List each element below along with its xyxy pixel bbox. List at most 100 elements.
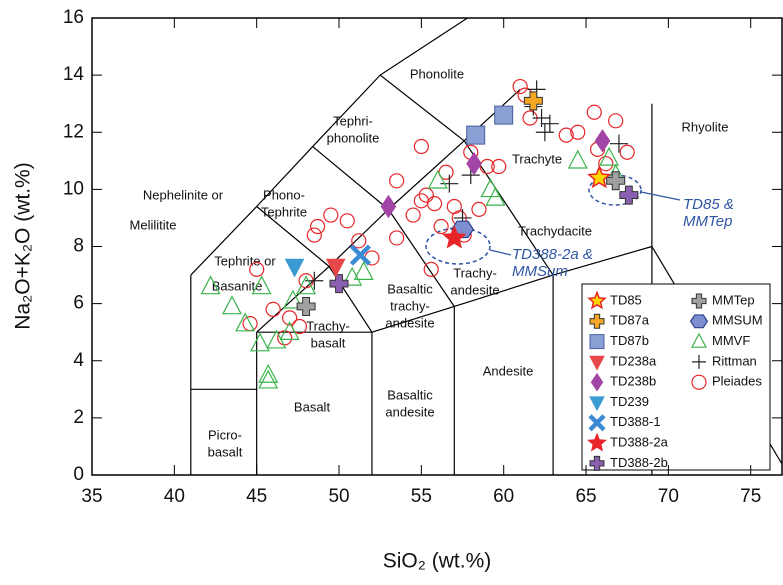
field-label: Trachydacite bbox=[518, 223, 592, 238]
marker bbox=[349, 244, 372, 266]
marker bbox=[221, 295, 242, 315]
field-boundary bbox=[256, 206, 330, 267]
marker bbox=[249, 261, 265, 277]
marker bbox=[480, 178, 501, 198]
legend-marker bbox=[691, 332, 707, 348]
marker bbox=[523, 91, 543, 111]
x-tick-label: 75 bbox=[740, 486, 761, 507]
x-tick-label: 35 bbox=[81, 486, 102, 507]
marker bbox=[258, 369, 279, 389]
legend-label: TD85 bbox=[610, 292, 642, 307]
legend-marker bbox=[589, 355, 605, 371]
legend-marker bbox=[691, 374, 707, 390]
marker bbox=[353, 261, 374, 281]
x-tick-label: 60 bbox=[493, 486, 514, 507]
field-boundary bbox=[190, 74, 381, 276]
legend bbox=[581, 283, 771, 471]
marker bbox=[535, 123, 554, 142]
marker bbox=[265, 301, 281, 317]
field-label: Trachy- bbox=[306, 318, 350, 333]
marker bbox=[485, 186, 506, 206]
legend-label: TD238a bbox=[610, 353, 657, 368]
field-label: Basanite bbox=[212, 278, 263, 293]
marker bbox=[418, 187, 434, 203]
legend-marker bbox=[587, 432, 607, 452]
marker bbox=[405, 207, 421, 223]
marker bbox=[587, 165, 612, 189]
y-tick-label: 4 bbox=[73, 350, 84, 371]
arrow bbox=[640, 191, 681, 201]
field-label: Phono- bbox=[263, 187, 305, 202]
y-axis-label: Na₂O+K₂O (wt.%) bbox=[12, 162, 35, 329]
field-label: Phonolite bbox=[410, 66, 464, 81]
marker bbox=[494, 105, 514, 125]
y-tick-label: 10 bbox=[63, 178, 84, 199]
marker bbox=[426, 196, 443, 212]
annotation: TD85 & bbox=[683, 196, 734, 213]
marker bbox=[558, 127, 574, 143]
marker bbox=[258, 363, 279, 383]
marker bbox=[413, 138, 429, 155]
marker bbox=[619, 185, 639, 205]
field-boundary bbox=[387, 209, 455, 307]
legend-marker bbox=[689, 314, 709, 329]
marker bbox=[619, 144, 635, 160]
field-label: Basaltic bbox=[387, 281, 433, 296]
x-tick-label: 55 bbox=[411, 486, 432, 507]
marker bbox=[423, 261, 439, 277]
field-label: basalt bbox=[208, 444, 243, 459]
legend-marker bbox=[692, 354, 706, 369]
points bbox=[200, 78, 639, 389]
field-label: Andesite bbox=[483, 363, 534, 378]
legend-label: MMTep bbox=[712, 292, 755, 307]
field-boundary bbox=[371, 245, 653, 333]
marker bbox=[608, 113, 624, 129]
legend-label: MMVF bbox=[712, 333, 750, 348]
legend-label: TD239 bbox=[610, 394, 649, 409]
marker bbox=[491, 158, 507, 175]
marker bbox=[466, 125, 486, 145]
field-label: Picro- bbox=[208, 427, 242, 442]
arrow bbox=[489, 249, 512, 256]
legend-label: TD87b bbox=[610, 333, 649, 348]
x-tick-label: 40 bbox=[164, 486, 185, 507]
marker bbox=[282, 289, 303, 309]
y-tick-label: 0 bbox=[73, 464, 84, 485]
marker bbox=[325, 258, 346, 278]
marker bbox=[570, 124, 586, 140]
field-boundary bbox=[379, 74, 465, 142]
y-tick-label: 16 bbox=[63, 7, 84, 28]
field-label: Melilitite bbox=[130, 217, 177, 232]
legend-label: TD87a bbox=[610, 313, 650, 328]
marker bbox=[306, 227, 322, 243]
marker bbox=[284, 258, 305, 278]
legend-marker bbox=[587, 290, 607, 310]
legend-marker bbox=[589, 334, 605, 350]
field-label: Tephrite bbox=[261, 204, 307, 219]
y-tick-label: 12 bbox=[63, 121, 84, 142]
field-label: andesite bbox=[385, 315, 434, 330]
y-tick-label: 2 bbox=[73, 407, 84, 428]
field-label: Basalt bbox=[294, 399, 331, 414]
marker bbox=[329, 274, 349, 294]
marker bbox=[282, 310, 298, 326]
y-tick-label: 8 bbox=[73, 236, 84, 257]
legend-marker bbox=[589, 313, 605, 329]
legend-marker bbox=[589, 455, 605, 471]
marker bbox=[323, 207, 339, 223]
legend-label: Pleiades bbox=[712, 374, 762, 389]
legend-marker bbox=[588, 414, 606, 432]
legend-marker bbox=[691, 293, 707, 309]
marker bbox=[235, 312, 256, 332]
field-label: Nephelinite or bbox=[143, 187, 224, 202]
marker bbox=[479, 158, 495, 175]
legend-label: TD388-2b bbox=[610, 455, 668, 470]
legend-label: MMSUM bbox=[712, 313, 763, 328]
field-label: Trachy- bbox=[453, 265, 497, 280]
marker bbox=[296, 296, 316, 316]
legend-marker bbox=[590, 372, 604, 392]
marker bbox=[567, 149, 588, 169]
marker bbox=[339, 213, 355, 229]
marker bbox=[441, 224, 467, 249]
